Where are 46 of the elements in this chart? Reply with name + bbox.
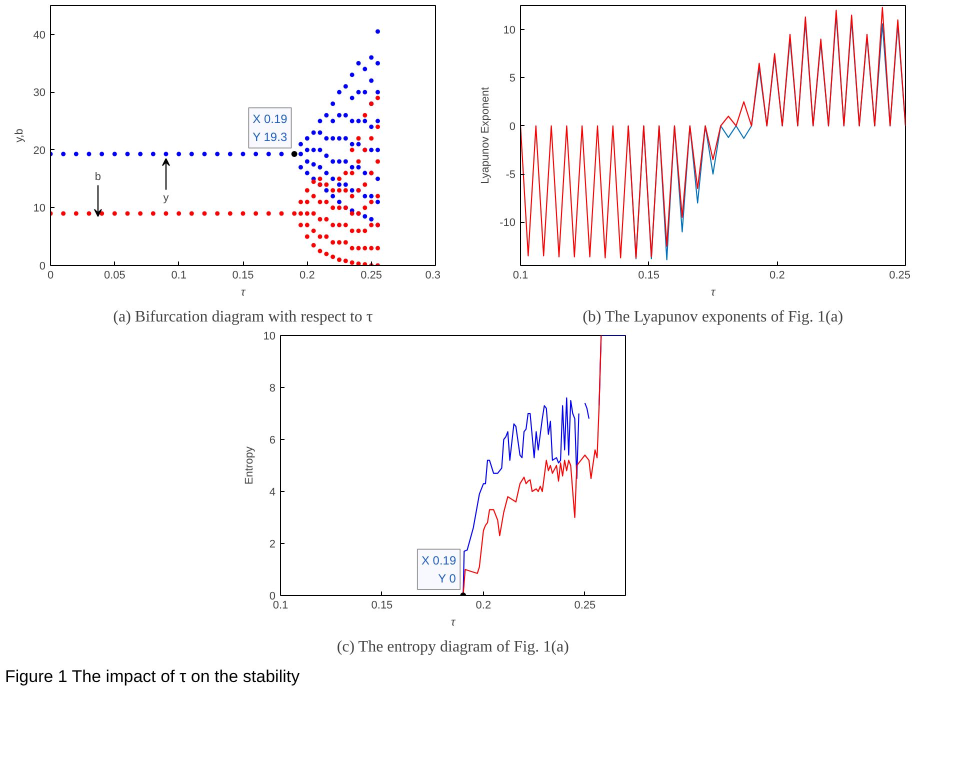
x-axis-title: τ: [450, 616, 456, 628]
y-axis-title: Lyapunov Exponent: [480, 87, 492, 184]
annotation: y: [163, 192, 170, 204]
x-tick-label: 0.15: [371, 600, 393, 612]
x-tick-label: 0.15: [232, 270, 254, 282]
x-tick-label: 0.1: [512, 270, 528, 282]
x-tick-label: 0.1: [272, 600, 288, 612]
y-tick-label: 8: [269, 382, 276, 394]
x-tick-label: 0.2: [770, 270, 785, 282]
y-tick-label: -10: [500, 217, 516, 230]
x-tick-label: 0.15: [638, 270, 660, 282]
y-tick-label: 2: [269, 538, 276, 550]
text: Figure 1 The impact of τ on the stability: [5, 666, 300, 688]
x-tick-label: 0.3: [425, 270, 441, 282]
y-tick-label: 0: [509, 120, 516, 133]
y-tick-label: 0: [39, 260, 46, 272]
y-tick-label: 4: [269, 486, 276, 498]
y-axis-title: Entropy: [243, 446, 256, 484]
x-tick-label: 0.1: [171, 270, 186, 282]
x-tick-label: 0.05: [104, 270, 126, 282]
text: (a) Bifurcation diagram with respect to τ: [113, 308, 374, 326]
x-tick-label: 0.25: [889, 270, 911, 282]
text: (b) The Lyapunov exponents of Fig. 1(a): [582, 308, 844, 326]
y-tick-label: 5: [509, 72, 516, 85]
y-tick-label: 10: [263, 330, 276, 342]
y-tick-label: 6: [269, 434, 276, 446]
y-tick-label: 30: [33, 87, 46, 100]
x-tick-label: 0.2: [300, 270, 315, 282]
x-tick-label: 0.25: [360, 270, 382, 282]
x-tick-label: 0.25: [574, 600, 596, 612]
x-tick-label: 0: [47, 270, 54, 282]
y-tick-label: 20: [33, 144, 46, 157]
y-tick-label: 0: [269, 590, 276, 602]
y-axis-title: y,b: [13, 128, 26, 142]
y-tick-label: 40: [33, 29, 46, 42]
y-tick-label: 10: [33, 202, 46, 215]
annotation: b: [94, 171, 102, 184]
x-axis-title: τ: [240, 286, 246, 298]
x-axis-title: τ: [710, 286, 716, 298]
annotation: X 0.19 Y 19.3: [252, 112, 288, 144]
y-tick-label: 10: [503, 24, 516, 37]
y-tick-label: -5: [506, 169, 516, 182]
line-series: [520, 6, 906, 258]
text: (c) The entropy diagram of Fig. 1(a): [336, 638, 569, 656]
x-tick-label: 0.2: [476, 600, 492, 612]
annotation: X 0.19 Y 0: [421, 553, 456, 586]
